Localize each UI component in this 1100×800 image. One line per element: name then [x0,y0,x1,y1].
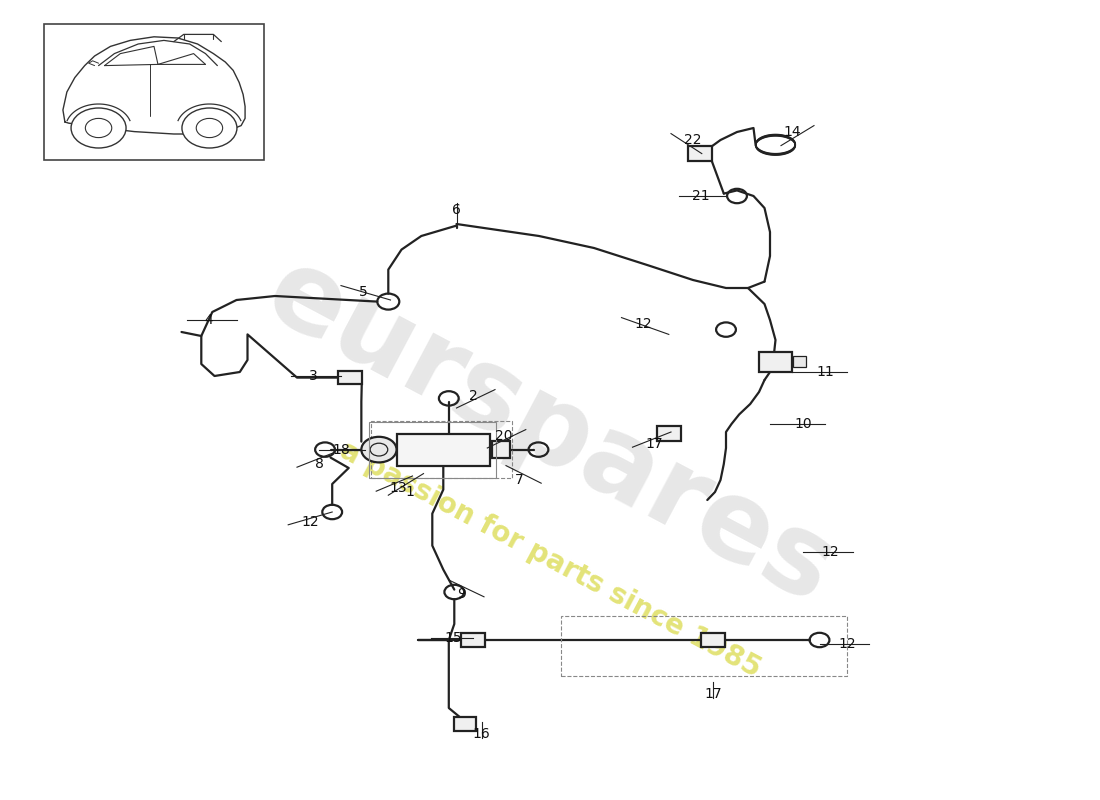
Text: a passion for parts since 1985: a passion for parts since 1985 [334,437,766,683]
Text: 2: 2 [469,389,477,403]
Text: 14: 14 [783,125,801,139]
Text: 12: 12 [838,637,856,651]
Text: 21: 21 [692,189,710,203]
Text: 7: 7 [515,473,524,487]
Bar [454,717,476,731]
Bar [493,441,510,458]
Bar [397,434,491,466]
Text: 12: 12 [635,317,652,331]
Text: 11: 11 [816,365,834,379]
Text: 12: 12 [301,514,319,529]
Text: 5: 5 [359,285,367,299]
Text: 15: 15 [444,631,462,646]
Bar [370,422,495,478]
Bar [371,421,512,478]
Text: 12: 12 [822,545,839,559]
Text: 10: 10 [794,417,812,431]
Text: 20: 20 [495,429,513,443]
Text: 17: 17 [704,687,722,702]
Text: 16: 16 [473,727,491,742]
Bar [688,146,712,161]
Text: 13: 13 [389,481,407,495]
Bar [793,356,806,367]
Text: eurspares: eurspares [249,238,851,626]
Text: 17: 17 [646,437,663,451]
Bar [759,351,792,371]
Circle shape [182,108,236,148]
Text: 4: 4 [205,313,213,327]
Text: 9: 9 [458,586,466,601]
Text: 3: 3 [309,369,318,383]
Bar [701,633,725,647]
Text: 1: 1 [406,485,415,499]
Text: 8: 8 [315,457,323,471]
Bar [44,24,264,160]
Text: eurspares: eurspares [249,238,851,626]
Text: 18: 18 [332,442,350,457]
Bar [657,426,681,441]
Bar [461,633,485,647]
Bar [338,371,362,384]
Bar [561,616,847,676]
Circle shape [72,108,126,148]
Circle shape [361,437,397,462]
Text: 22: 22 [684,133,702,147]
Text: 6: 6 [452,202,461,217]
